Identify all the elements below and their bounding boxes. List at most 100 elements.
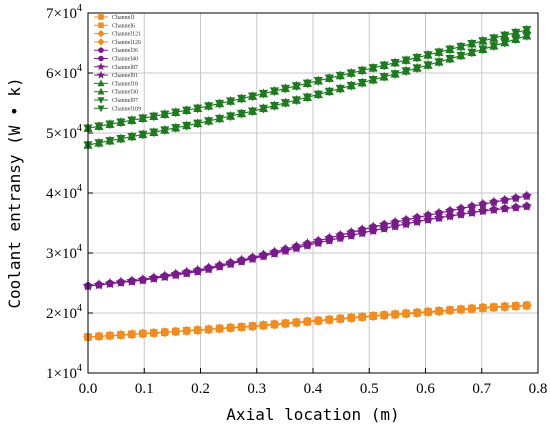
x-tick-label: 0.1 [135, 381, 154, 397]
series-point [412, 308, 422, 318]
series-point [94, 139, 104, 148]
series-point [488, 204, 500, 215]
series-point [159, 271, 171, 282]
legend-marker [97, 29, 105, 38]
series-point [236, 255, 247, 266]
series-point [477, 205, 489, 216]
series-point [269, 247, 280, 258]
y-tick-labels: 1×104 2×104 3×104 4×104 5×104 6×104 7×104 [46, 3, 82, 382]
series-Channel109 [83, 32, 532, 151]
series-point [313, 316, 324, 326]
series-point [204, 117, 214, 127]
series-point [215, 114, 225, 124]
series-point [291, 96, 301, 106]
series-point [368, 311, 379, 322]
series-point [226, 112, 236, 122]
series-point [401, 56, 411, 66]
series-point [280, 99, 291, 108]
series-point [258, 320, 269, 331]
series-point [280, 84, 291, 94]
series-point [127, 132, 137, 142]
series-point [434, 58, 444, 67]
series-point [378, 222, 390, 233]
series-point [510, 301, 521, 312]
series-point [445, 45, 455, 55]
series-point [346, 81, 356, 91]
series-point [181, 267, 193, 278]
series-point [346, 313, 357, 323]
legend-item: Channel109 [94, 105, 141, 113]
series-point [225, 323, 236, 333]
series-point [356, 227, 368, 238]
series-point [138, 130, 148, 140]
series-point [115, 276, 127, 288]
series-point [280, 318, 291, 329]
series-point [302, 239, 313, 250]
y-tick-label: 6×104 [46, 63, 82, 82]
legend-item: Channel87 [94, 62, 138, 71]
legend-marker [98, 55, 104, 62]
series-point [434, 306, 444, 317]
series-point [247, 321, 258, 332]
series-point [445, 55, 455, 64]
legend-marker [97, 79, 105, 87]
legend-label: Channel36 [112, 48, 138, 54]
series-point [510, 201, 522, 212]
series-point [160, 126, 170, 136]
y-tick-label: 7×104 [46, 3, 82, 22]
series-point [104, 278, 116, 289]
series-point [171, 124, 181, 133]
legend-marker [98, 22, 104, 29]
x-tick-label: 0.5 [360, 381, 379, 397]
series-point [203, 324, 214, 335]
series-point [445, 305, 455, 316]
series-point [478, 45, 488, 55]
series-point [488, 302, 499, 313]
series-point [489, 34, 499, 44]
series-point [116, 330, 126, 340]
series-point [269, 101, 280, 111]
legend-marker [97, 105, 105, 113]
series-point [170, 269, 182, 280]
y-tick-label: 5×104 [46, 123, 82, 142]
series-point [357, 66, 367, 76]
series-point [236, 94, 247, 104]
series-point [423, 307, 433, 318]
series-point [137, 328, 148, 339]
series-point [500, 31, 510, 41]
series-point [127, 329, 137, 340]
series-point [258, 104, 269, 114]
legend-label: Channel109 [112, 106, 141, 112]
series-point [193, 119, 203, 129]
series-point [433, 212, 445, 223]
series-point [105, 120, 115, 130]
series-point [335, 71, 345, 81]
legend-item: Channel91 [94, 70, 138, 79]
series-point [116, 134, 126, 144]
x-tick-label: 0.7 [472, 381, 491, 397]
series-point [334, 232, 346, 243]
series-point [291, 317, 302, 328]
legend-item: Channel97 [94, 97, 138, 104]
series-point [171, 108, 181, 118]
series-point [269, 87, 280, 97]
series-point [94, 122, 104, 132]
series-point [302, 317, 313, 327]
series-point [401, 309, 411, 319]
series-point [149, 128, 159, 138]
series-Channel97 [83, 26, 532, 134]
legend-marker [97, 97, 105, 104]
series-point [499, 202, 511, 214]
legend-label: Channel87 [112, 65, 138, 71]
series-point [467, 48, 477, 58]
series-point [214, 260, 225, 272]
series-point [412, 53, 422, 63]
x-tick-labels: 0.0 0.1 0.2 0.3 0.4 0.5 0.6 0.7 0.8 [79, 381, 548, 397]
series-point [412, 64, 422, 74]
series-layer [82, 24, 533, 342]
series-point [148, 272, 160, 283]
series-point [137, 274, 149, 285]
y-axis-title: Coolant entransy (W • k) [5, 77, 24, 308]
legend-label: Channel97 [112, 98, 138, 104]
legend-item: Channel36 [94, 47, 138, 54]
